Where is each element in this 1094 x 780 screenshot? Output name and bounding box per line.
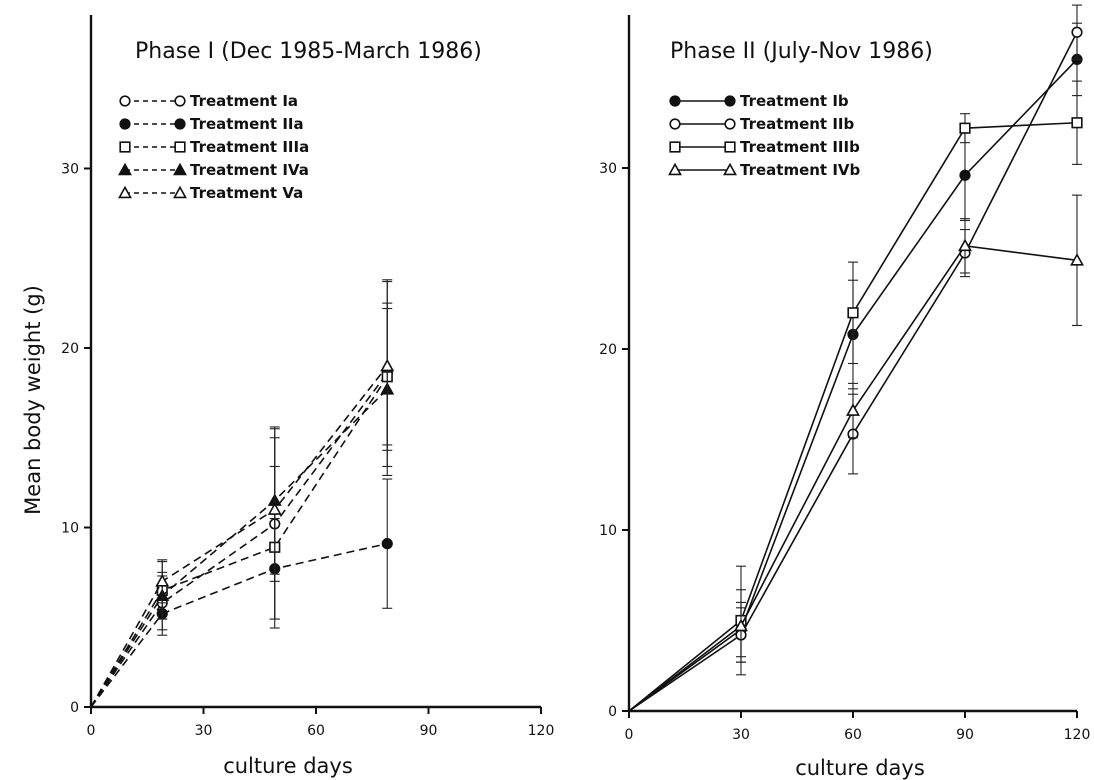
phase-2-y-tick-label: 10 <box>599 523 617 539</box>
legend-label: Treatment IVa <box>190 161 309 179</box>
phase-1-legend-entry: Treatment IVa <box>118 161 309 179</box>
phase-1-x-tick-label: 90 <box>420 723 438 739</box>
phase-2-x-tick-label: 0 <box>625 727 634 743</box>
phase-2-x-tick-label: 30 <box>732 727 750 743</box>
legend-label: Treatment IIb <box>740 115 854 133</box>
legend-marker <box>669 95 681 107</box>
legend-marker <box>724 141 736 153</box>
data-point <box>155 574 170 587</box>
phase-1-series-3 <box>90 307 393 708</box>
legend-marker <box>174 118 186 130</box>
series-line <box>90 365 388 708</box>
phase-1-series-4 <box>90 302 395 708</box>
phase-1-y-tick-label: 10 <box>61 521 79 537</box>
legend-marker <box>173 162 187 176</box>
phase-1-title: Phase I (Dec 1985-March 1986) <box>135 39 482 64</box>
legend-marker <box>174 95 186 107</box>
phase-2-legend-entry: Treatment IVb <box>668 161 861 179</box>
phase-1-x-tick-label: 60 <box>307 723 325 739</box>
data-point <box>846 403 860 416</box>
legend-label: Treatment IIa <box>190 115 304 133</box>
legend-marker <box>119 141 131 153</box>
phase-1-y-tick-label: 0 <box>70 700 79 716</box>
phase-2-x-tick-label: 90 <box>956 727 974 743</box>
phase-1-series-1 <box>90 279 393 708</box>
phase-2-y-tick-label: 0 <box>608 704 617 720</box>
data-point <box>1070 253 1084 266</box>
legend-label: Treatment Ia <box>190 92 298 110</box>
data-point <box>959 122 971 134</box>
legend-label: Treatment IVb <box>740 161 861 179</box>
legend-marker <box>669 118 681 130</box>
y-axis-title: Mean body weight (g) <box>21 285 45 515</box>
data-point <box>267 502 282 515</box>
legend-marker <box>119 95 131 107</box>
legend-label: Treatment IIIb <box>740 138 860 156</box>
legend-marker <box>118 162 132 176</box>
data-point <box>381 538 393 550</box>
phase-1-y-tick-label: 20 <box>61 341 79 357</box>
phase-1-series-5 <box>90 281 395 708</box>
phase-2-series-2 <box>628 4 1083 712</box>
legend-marker <box>119 118 131 130</box>
legend-marker <box>173 185 187 199</box>
data-point <box>734 618 748 632</box>
data-point <box>959 169 971 181</box>
phase-1-x-tick-label: 30 <box>195 723 213 739</box>
data-point <box>1071 117 1083 129</box>
legend-marker <box>724 118 736 130</box>
series-line <box>90 372 388 708</box>
legend-marker <box>174 141 186 153</box>
legend-label: Treatment Ib <box>740 92 849 110</box>
phase-2-x-axis-title: culture days <box>795 756 925 780</box>
phase-2-chart: Phase II (July-Nov 1986) culture days 0 3… <box>599 4 1091 780</box>
phase-2-title: Phase II (July-Nov 1986) <box>670 39 933 64</box>
phase-1-x-axis-title: culture days <box>223 754 353 778</box>
data-point <box>958 238 972 252</box>
legend-marker <box>669 141 681 153</box>
phase-1-x-tick-label: 0 <box>87 723 96 739</box>
legend-marker <box>724 95 736 107</box>
phase-1-y-tick-label: 30 <box>61 162 79 178</box>
phase-1-legend-entry: Treatment Va <box>118 184 303 202</box>
phase-1-x-tick-label: 120 <box>528 723 555 739</box>
phase-1-legend-entry: Treatment IIIa <box>119 138 309 156</box>
phase-2-legend-entry: Treatment IIb <box>669 115 854 133</box>
phase-1-legend-entry: Treatment IIa <box>119 115 304 133</box>
legend-label: Treatment IIIa <box>190 138 309 156</box>
series-line <box>90 388 388 708</box>
legend-marker <box>118 185 132 199</box>
data-point <box>380 358 395 372</box>
series-line <box>90 542 388 708</box>
phase-2-legend-entry: Treatment Ib <box>669 92 849 110</box>
phase-2-x-tick-label: 60 <box>844 727 862 743</box>
phase-1-series-2 <box>90 478 393 708</box>
legend-marker <box>668 162 682 176</box>
phase-2-x-tick-label: 120 <box>1064 727 1091 743</box>
phase-2-y-tick-label: 20 <box>599 342 617 358</box>
legend-label: Treatment Va <box>190 184 303 202</box>
phase-2-series-4 <box>628 194 1084 712</box>
data-point <box>1071 26 1083 38</box>
phase-2-legend-entry: Treatment IIIb <box>669 138 860 156</box>
phase-1-legend-entry: Treatment Ia <box>119 92 298 110</box>
data-point <box>847 307 859 319</box>
legend-marker <box>723 162 737 176</box>
phase-2-y-tick-label: 30 <box>599 161 617 177</box>
phase-1-chart: Phase I (Dec 1985-March 1986) Mean body … <box>21 15 554 778</box>
series-line <box>90 376 388 708</box>
